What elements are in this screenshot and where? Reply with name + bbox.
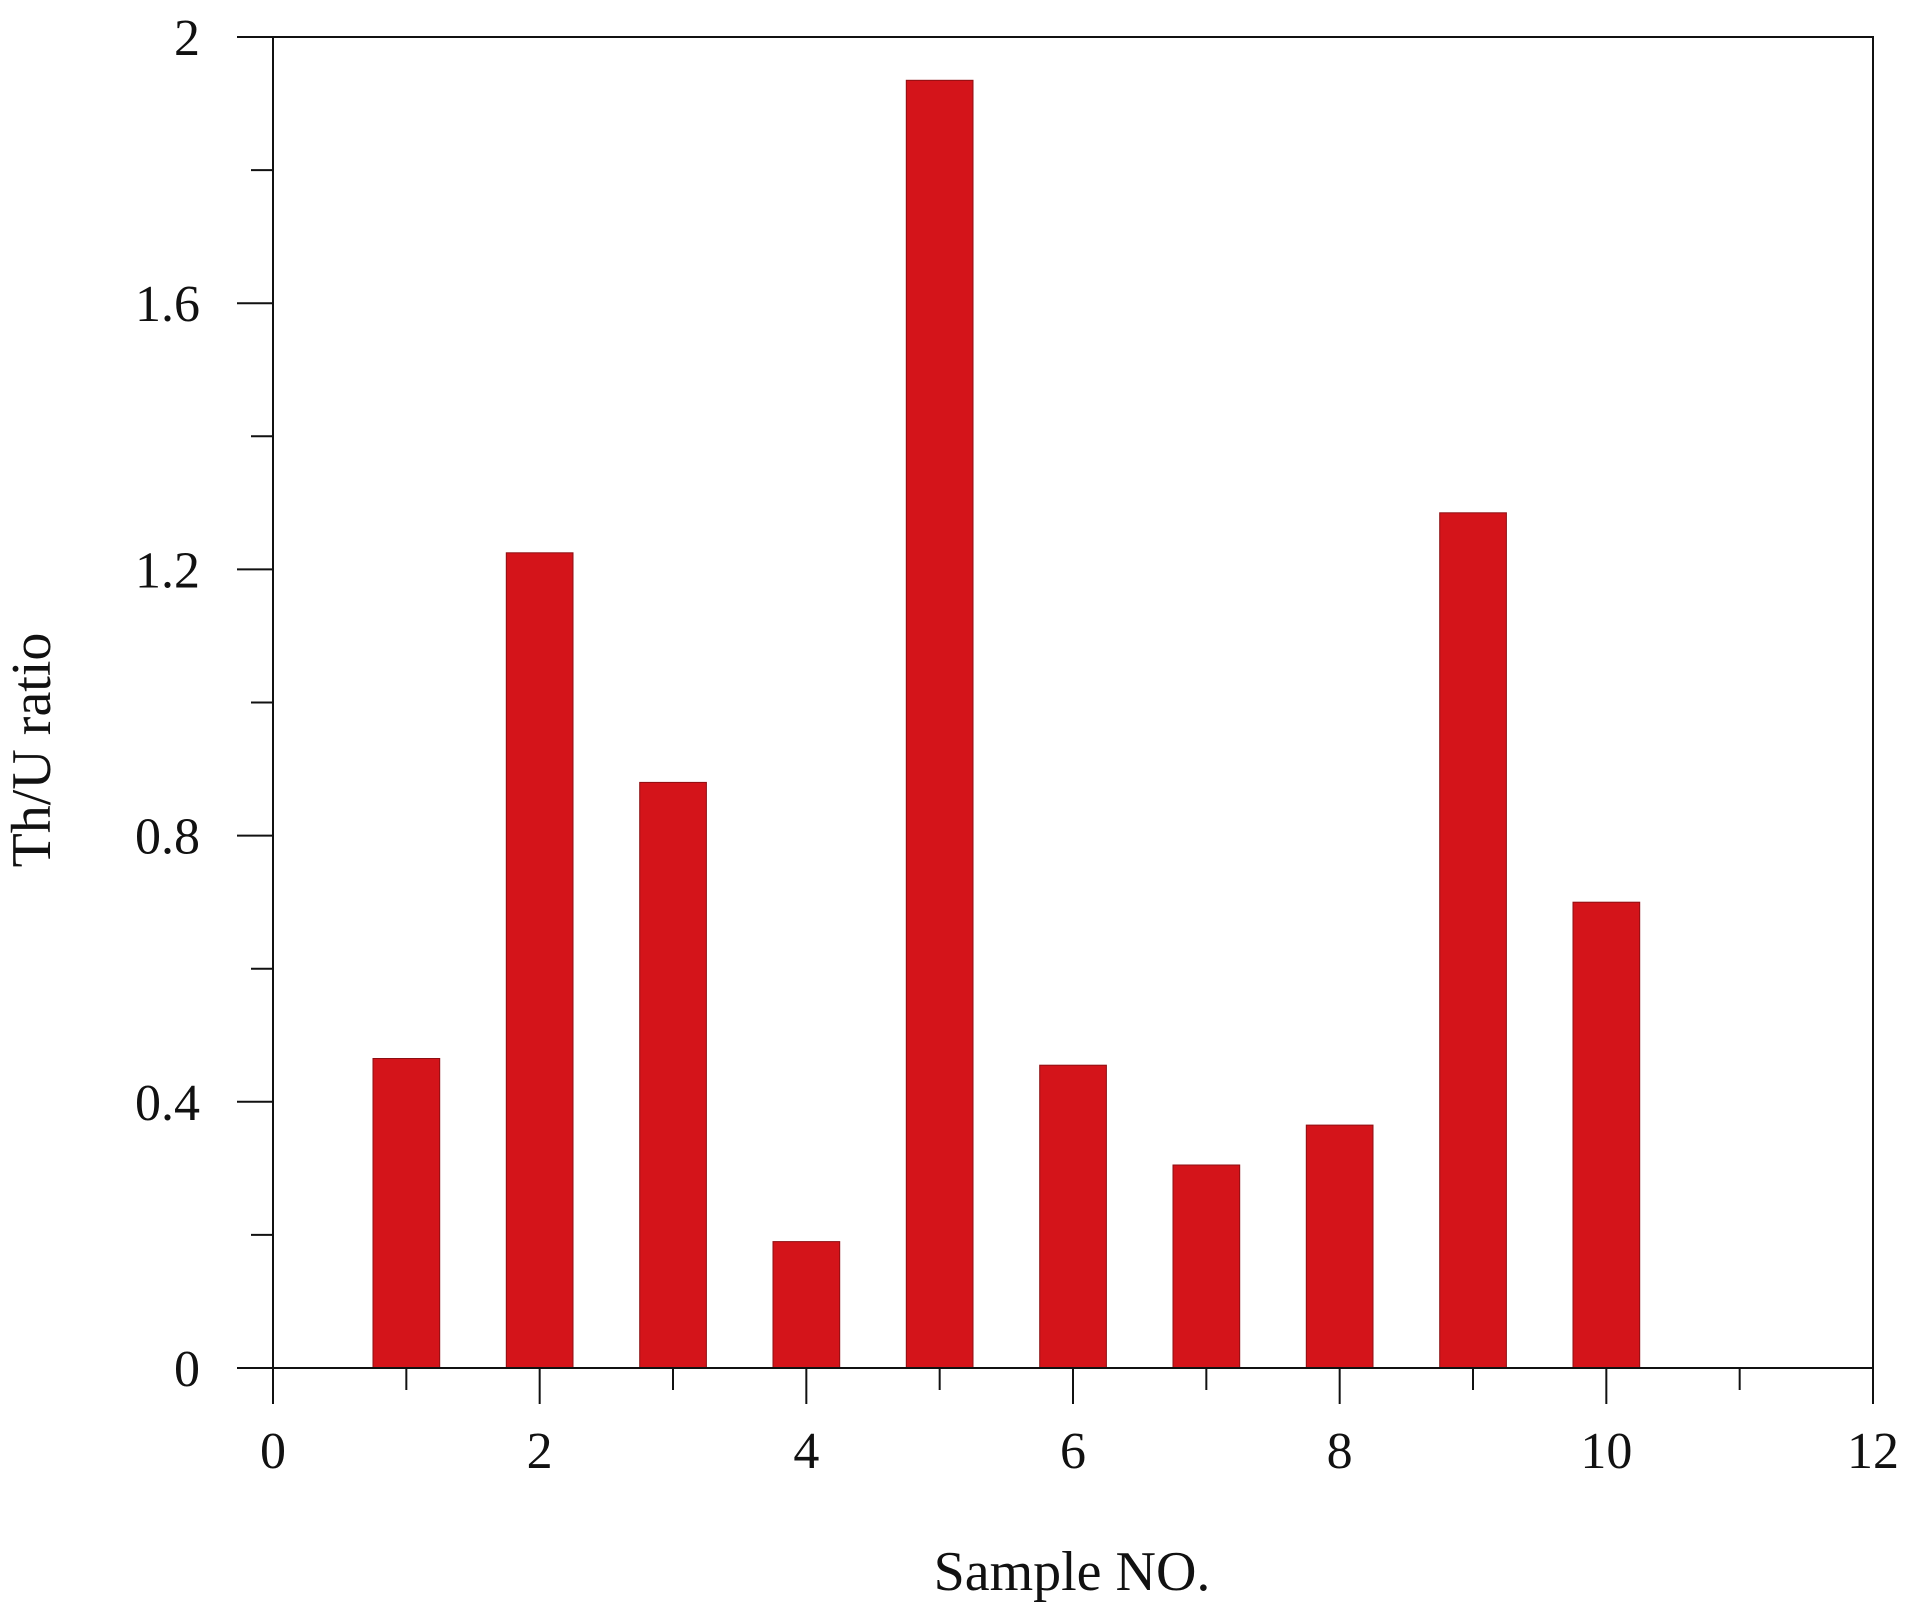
- x-tick-label: 0: [260, 1423, 286, 1480]
- x-tick-label: 6: [1060, 1423, 1086, 1480]
- y-tick-label: 0.8: [135, 809, 200, 866]
- bar-sample-5: [905, 79, 974, 1369]
- y-tick-label: 0.4: [135, 1075, 200, 1132]
- x-tick-label: 4: [793, 1423, 819, 1480]
- bar-sample-9: [1439, 512, 1507, 1369]
- axes-group: 0 2 4 6 8 10 12 0 0.4 0.8 1.2 1.6 2: [135, 10, 1899, 1480]
- y-tick-label: 1.2: [135, 542, 200, 599]
- bar-sample-4: [772, 1241, 841, 1369]
- bars-group: [372, 79, 1641, 1369]
- x-tick-label: 2: [527, 1423, 553, 1480]
- bar-sample-8: [1305, 1124, 1374, 1369]
- x-tick-label: 8: [1327, 1423, 1353, 1480]
- bar-sample-6: [1039, 1064, 1107, 1369]
- bar-sample-2: [505, 552, 574, 1369]
- x-tick-label: 10: [1580, 1423, 1632, 1480]
- y-axis-label: Th/U ratio: [1, 633, 63, 868]
- bar-sample-3: [639, 781, 707, 1369]
- y-tick-label: 2: [174, 10, 200, 67]
- bar-sample-7: [1172, 1164, 1241, 1369]
- labels-group: Sample NO. Th/U ratio: [1, 633, 1210, 1603]
- x-tick-label: 12: [1847, 1423, 1899, 1480]
- x-axis-label: Sample NO.: [934, 1541, 1211, 1603]
- bar-sample-10: [1572, 901, 1641, 1369]
- bar-sample-1: [372, 1058, 441, 1369]
- y-tick-label: 1.6: [135, 276, 200, 333]
- y-tick-label: 0: [174, 1341, 200, 1398]
